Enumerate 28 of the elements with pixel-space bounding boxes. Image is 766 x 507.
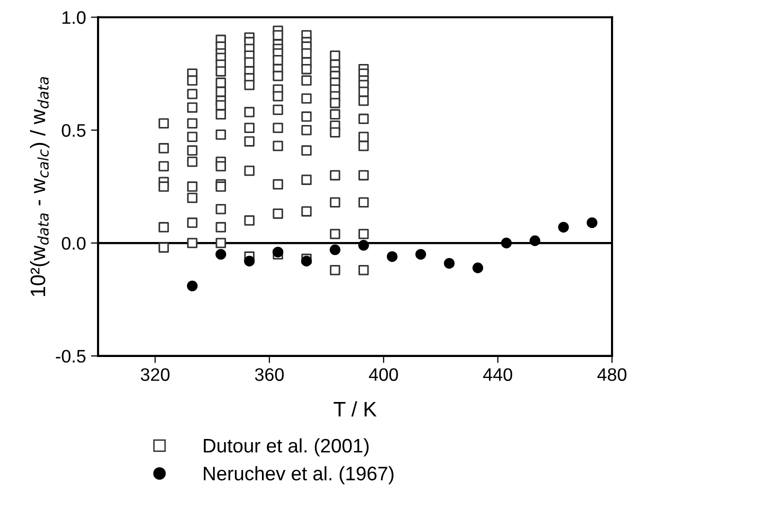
point	[386, 251, 398, 262]
y-tick-label: 1.0	[62, 11, 86, 24]
x-axis-title: T / K	[334, 401, 377, 417]
point	[215, 248, 226, 260]
x-tick-label: 480	[597, 368, 626, 381]
point	[558, 222, 569, 233]
point	[501, 238, 512, 248]
legend-label: Neruchev et al. (1967)	[204, 466, 394, 484]
point	[472, 262, 484, 274]
legend-label: Dutour et al. (2001)	[204, 438, 369, 456]
point	[301, 256, 312, 266]
point	[444, 258, 455, 269]
point	[186, 280, 198, 292]
point	[586, 217, 598, 228]
y-tick-label: -0.5	[56, 350, 86, 363]
point	[272, 246, 284, 258]
y-axis-title: 10²(w$_{data}$ - w$_{calc}$) / w$_{data}$	[30, 77, 50, 296]
point	[415, 248, 426, 260]
point	[330, 244, 340, 256]
point	[358, 240, 369, 251]
y-tick-label: 0.5	[62, 124, 86, 137]
point	[244, 256, 255, 266]
x-tick-label: 360	[255, 368, 284, 381]
point	[530, 235, 540, 246]
y-tick-label: 0.0	[62, 236, 86, 250]
x-tick-label: 400	[368, 368, 398, 381]
x-tick-label: 440	[483, 368, 512, 381]
x-tick-label: 320	[140, 368, 170, 381]
